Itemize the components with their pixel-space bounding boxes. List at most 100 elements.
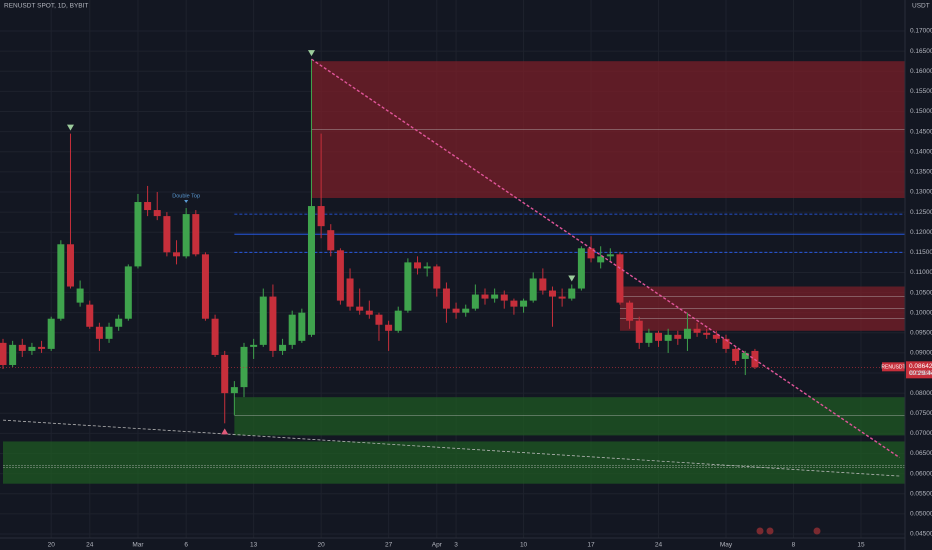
y-tick-label: 0.06500 [910,450,932,457]
y-tick-label: 0.08000 [910,390,932,397]
candle-body [674,334,682,339]
candle-body [548,290,556,297]
zone [3,441,905,484]
y-tick-label: 0.07500 [910,410,932,417]
candle-body [529,278,537,301]
candle-body [616,254,624,303]
candle-body [163,216,171,253]
candle-body [66,244,74,287]
annotation-marker [184,200,189,204]
candle-body [288,314,296,345]
y-tick-label: 0.16500 [910,48,932,55]
candle-body [336,250,344,301]
candle-body [298,312,306,341]
candle-body [144,202,152,211]
x-tick-label: 6 [184,542,188,549]
x-tick-label: 20 [318,542,326,549]
candle-body [192,214,200,255]
y-tick-label: 0.05500 [910,490,932,497]
y-tick-label: 0.15000 [910,108,932,115]
x-tick-label: May [720,542,733,549]
candle-body [250,344,258,347]
candle-body [230,387,238,394]
x-tick-label: 13 [250,542,258,549]
candle-body [221,354,229,394]
price-tag [906,361,932,379]
zones [3,61,906,484]
x-tick-label: 24 [86,542,94,549]
y-tick-label: 0.04500 [910,531,932,538]
x-tick-label: Apr [432,542,443,549]
candle-body [134,202,142,267]
y-tick-label: 0.10500 [910,289,932,296]
candle-body [433,266,441,289]
x-tick-label: 24 [655,542,663,549]
y-tick-label: 0.12500 [910,209,932,216]
candle-body [683,328,691,339]
candle-body [385,324,393,331]
trend-line [311,58,900,459]
annotation: Double Top [172,194,200,200]
last-price-label: 0.08642 [909,363,932,370]
x-tick-label: 10 [520,542,528,549]
candle-body [606,254,614,257]
signal-marker [568,275,576,282]
candle-body [115,318,123,327]
candle-body [394,310,402,331]
candle-body [664,334,672,341]
candles [0,59,759,424]
candle-body [259,296,267,345]
y-tick-label: 0.09500 [910,330,932,337]
candle-body [346,278,354,307]
y-tick-label: 0.07000 [910,430,932,437]
y-tick-label: 0.11000 [910,269,932,276]
candle-body [153,210,161,217]
candle-body [481,294,489,299]
candle-body [279,344,287,351]
candle-body [404,262,412,311]
candle-body [124,266,132,319]
candle-body [317,206,325,227]
candle-body [452,308,460,313]
candle-body [18,344,26,351]
candle-body [722,338,730,349]
y-tick-label: 0.08500 [910,370,932,377]
candle-body [57,244,65,319]
x-tick-label: 27 [385,542,393,549]
candle-body [491,294,499,299]
x-tick-label: 17 [587,542,595,549]
candle-body [76,288,84,303]
candle-body [173,252,181,257]
y-tick-label: 0.16000 [910,68,932,75]
symbol-title: RENUSDT SPOT, 1D, BYBIT [4,3,88,10]
currency: USDT [912,3,930,10]
y-tick-label: 0.05000 [910,511,932,518]
ticker-tag [882,362,905,372]
x-tick-label: Mar [132,542,144,549]
y-tick-label: 0.17000 [910,28,932,35]
y-tick-label: 0.13500 [910,169,932,176]
candle-body [471,294,479,309]
candle-body [741,352,749,359]
zone [234,397,906,436]
ticker-label: RENUSDT [881,365,905,371]
candle-body [86,304,94,327]
candle-body [587,248,595,259]
countdown-label: 09:29:44 [909,370,932,377]
candle-body [539,278,547,291]
candle-body [365,310,373,315]
candle-body [0,342,7,365]
x-tick-label: 15 [857,542,865,549]
candle-body [712,334,720,339]
y-tick-label: 0.06000 [910,470,932,477]
y-tick-label: 0.14000 [910,148,932,155]
candle-body [38,346,46,349]
candle-body [105,326,113,339]
candle-body [635,320,643,343]
x-tick-label: 20 [48,542,56,549]
y-tick-label: 0.10000 [910,309,932,316]
candle-body [520,300,528,307]
candle-body [558,296,566,299]
candle-body [307,206,315,335]
